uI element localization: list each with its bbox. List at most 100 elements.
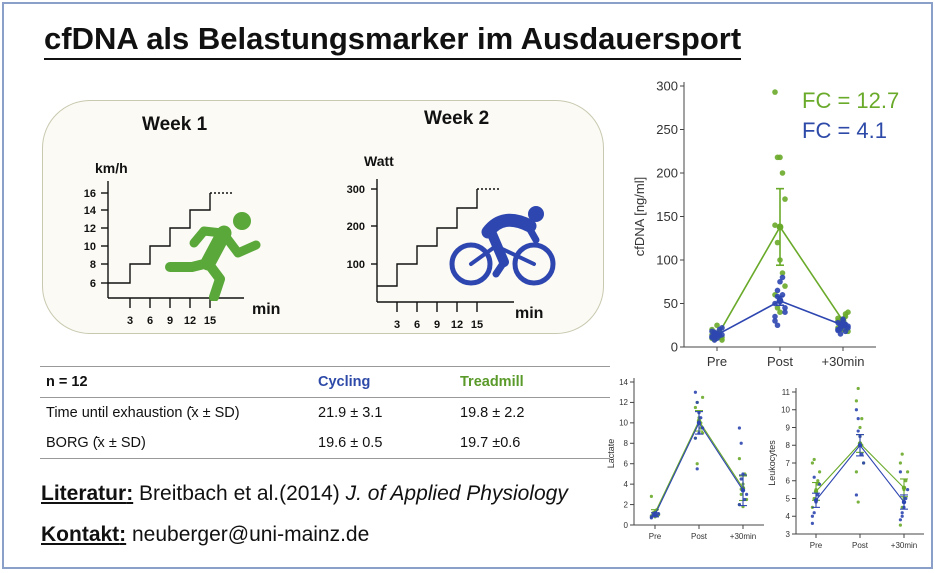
data-point xyxy=(699,416,703,420)
data-point xyxy=(745,492,749,496)
week2-xunit: min xyxy=(515,305,543,322)
y-tick-label: 150 xyxy=(656,209,678,224)
y-tick-label: 14 xyxy=(619,378,628,387)
week1-ytick: 8 xyxy=(90,259,96,271)
data-point xyxy=(777,278,783,285)
week2-ytick: 100 xyxy=(347,259,365,271)
data-point xyxy=(782,305,788,311)
week1-xtick: 9 xyxy=(167,315,173,326)
week2-xtick: 12 xyxy=(451,319,463,331)
runner-icon xyxy=(165,212,261,301)
cyclist-icon xyxy=(449,206,556,286)
data-point xyxy=(842,311,849,317)
data-point xyxy=(810,521,814,525)
table-cell: 19.8 ± 2.2 xyxy=(460,405,525,421)
week2-step-line xyxy=(377,189,478,287)
data-point xyxy=(737,426,741,430)
y-tick-label: 100 xyxy=(656,253,678,268)
table-cell: Time until exhaustion (̄x ± SD) xyxy=(46,405,240,421)
data-point xyxy=(693,390,697,394)
data-point xyxy=(840,316,846,322)
mean-point xyxy=(776,223,784,231)
data-point xyxy=(858,425,862,430)
y-axis-label: cfDNA [ng/ml] xyxy=(632,177,647,256)
data-point xyxy=(779,270,786,276)
data-point xyxy=(774,287,781,294)
stats-table: n = 12 Cycling Treadmill Time until exha… xyxy=(40,366,610,459)
data-point xyxy=(714,322,720,329)
data-point xyxy=(777,309,783,315)
data-point xyxy=(898,470,902,474)
data-point xyxy=(739,441,743,445)
lactate-chart: 0 2 4 6 8 10 12 14 Pre Post +30min Lactate xyxy=(606,378,764,541)
literature-line: Literatur: Breitbach et al.(2014) J. of … xyxy=(41,482,568,505)
data-point xyxy=(900,511,904,515)
mean-point xyxy=(776,297,784,305)
y-tick-label: 4 xyxy=(786,512,791,521)
table-row: Time until exhaustion (̄x ± SD) 21.9 ± 3… xyxy=(40,398,610,429)
y-tick-label: 9 xyxy=(786,423,791,432)
y-tick-label: 8 xyxy=(624,439,629,448)
week1-xtick: 3 xyxy=(127,315,133,326)
data-point xyxy=(906,488,910,492)
y-tick-label: 11 xyxy=(782,388,791,397)
data-point xyxy=(779,274,786,281)
data-point xyxy=(856,429,860,433)
data-point xyxy=(898,461,902,465)
x-tick-label: Pre xyxy=(649,532,662,541)
table-header-n: n = 12 xyxy=(40,366,312,398)
mean-point xyxy=(813,498,819,503)
x-tick-label: Pre xyxy=(707,354,727,369)
data-point xyxy=(900,452,904,456)
data-point xyxy=(812,511,816,515)
y-tick-label: 50 xyxy=(664,296,678,311)
data-point xyxy=(810,514,814,518)
data-point xyxy=(695,462,699,466)
data-point xyxy=(779,170,786,176)
data-point xyxy=(782,283,788,289)
y-tick-label: 10 xyxy=(781,406,790,415)
mean-point xyxy=(813,489,819,494)
table-row: BORG (̄x ± SD) 19.6 ± 0.5 19.7 ±0.6 xyxy=(40,428,610,459)
week2-xtick: 3 xyxy=(394,319,400,331)
data-point xyxy=(856,500,860,504)
y-tick-label: 3 xyxy=(786,530,791,539)
data-point xyxy=(743,497,747,502)
week1-ytick: 10 xyxy=(84,241,96,253)
data-point xyxy=(904,479,908,483)
y-tick-label: 6 xyxy=(786,477,791,486)
week1-ytick: 12 xyxy=(84,223,96,235)
mean-point xyxy=(839,321,847,329)
y-tick-label: 200 xyxy=(656,166,678,181)
data-point xyxy=(898,523,902,527)
week2-ytick: 300 xyxy=(347,184,365,196)
y-tick-label: 0 xyxy=(624,521,629,530)
fold-change-label: FC = 4.1 xyxy=(802,118,887,143)
data-point xyxy=(862,461,866,465)
data-point xyxy=(782,196,788,202)
y-tick-label: 4 xyxy=(624,480,629,489)
week1-xunit: min xyxy=(252,301,280,318)
contact-line: Kontakt: neuberger@uni-mainz.de xyxy=(41,523,370,546)
page-title: cfDNA als Belastungsmarker im Ausdauersp… xyxy=(44,20,742,60)
data-point xyxy=(818,470,822,474)
data-point xyxy=(774,239,781,246)
leukocytes-chart: 3 4 5 6 7 8 9 10 11 Pre Post +30min Leukocytes xyxy=(767,386,924,550)
data-point xyxy=(693,436,697,440)
data-point xyxy=(739,477,743,481)
week1-ytick: 14 xyxy=(84,205,97,217)
y-axis-label: Leukocytes xyxy=(767,440,777,486)
mean-point xyxy=(740,488,746,493)
data-point xyxy=(856,386,860,391)
data-point xyxy=(816,493,820,497)
x-tick-label: Post xyxy=(691,532,708,541)
data-point xyxy=(772,318,778,324)
x-tick-label: Pre xyxy=(810,541,823,550)
data-point xyxy=(737,457,741,461)
mean-point xyxy=(652,512,658,517)
data-point xyxy=(812,457,816,462)
data-point xyxy=(854,399,858,403)
table-header-cycling: Cycling xyxy=(312,366,454,398)
data-point xyxy=(649,494,653,498)
x-tick-label: +30min xyxy=(891,541,917,550)
